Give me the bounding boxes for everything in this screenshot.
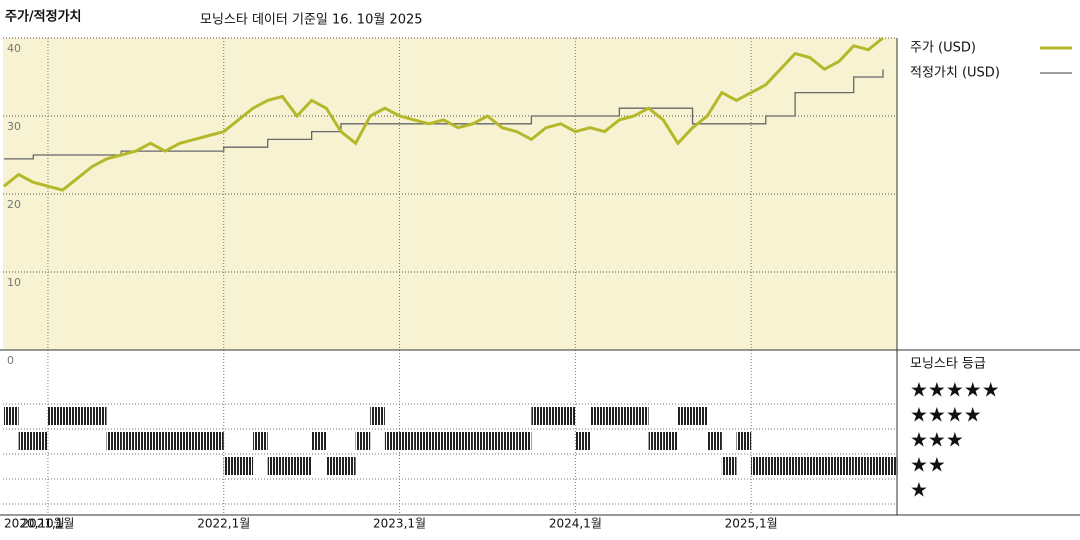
rating-label: ★ [910,478,928,502]
rating-bar [604,407,620,425]
rating-bar [663,432,678,450]
rating-bar [487,432,503,450]
rating-bar [238,457,254,475]
rating-bar [384,432,400,450]
rating-bar [472,432,488,450]
rating-bar [575,432,590,450]
rating-bar [399,432,415,450]
x-tick-label: 2025,1월 [725,517,778,531]
rating-bar [795,457,810,475]
rating-bar [721,457,737,475]
rating-bar [194,432,210,450]
rating-bar [370,407,385,425]
rating-bar [91,407,107,425]
rating-bar [340,457,356,475]
rating-bar [18,432,34,450]
rating-label: ★★★ [910,428,964,452]
y-tick-label: 0 [7,354,14,367]
rating-bar [4,407,19,425]
rating-label: ★★★★★ [910,378,1000,402]
rating-bar [692,407,708,425]
y-tick-label: 40 [7,42,21,55]
rating-bar [824,457,840,475]
x-tick-label: 2023,1월 [373,517,426,531]
rating-bar [458,432,473,450]
rating-bar [809,457,825,475]
rating-bar [633,407,649,425]
rating-bar [414,432,429,450]
rating-bar [297,457,312,475]
rating-bar [736,432,752,450]
rating-bar [311,432,327,450]
rating-bar [121,432,136,450]
rating-bar [209,432,224,450]
rating-bar [106,432,122,450]
legend-label: 적정가치 (USD) [910,66,1000,81]
x-tick-label: 2024,1월 [549,517,602,531]
rating-label: ★★★★ [910,403,982,427]
rating-bar [502,432,517,450]
rating-bar [648,432,664,450]
chart-title: 주가/적정가치 [5,9,82,25]
rating-bar [135,432,151,450]
rating-bar [868,457,883,475]
rating-bar [165,432,180,450]
chart-subtitle: 모닝스타 데이터 기준일 16. 10월 2025 [200,13,423,28]
x-tick-label: 2022,1월 [197,517,250,531]
rating-bar [179,432,195,450]
rating-bar [77,407,92,425]
x-tick-label: 2021,1월 [21,517,74,531]
rating-label: ★★ [910,453,946,477]
rating-bar [546,407,561,425]
rating-bar [33,432,48,450]
rating-bar [765,457,781,475]
rating-bar [428,432,444,450]
rating-bar [619,407,634,425]
rating-bar [780,457,796,475]
rating-bar [531,407,547,425]
rating-bar [707,432,722,450]
rating-bar [516,432,532,450]
rating-bar [282,457,297,475]
legend-label: 주가 (USD) [910,41,976,56]
rating-bar [267,457,283,475]
rating-bar [62,407,78,425]
y-tick-label: 20 [7,198,21,211]
rating-bar [47,407,63,425]
y-tick-label: 10 [7,276,21,289]
rating-bar [751,457,766,475]
rating-bar [443,432,459,450]
rating-bar [560,407,576,425]
rating-bar [883,457,898,475]
rating-bar [223,457,239,475]
rating-bar [853,457,869,475]
rating-bar [150,432,166,450]
rating-bar [355,432,371,450]
rating-title: 모닝스타 등급 [910,357,986,372]
rating-bar [253,432,268,450]
series-line [3,36,884,192]
rating-bar [326,457,341,475]
rating-bar [839,457,854,475]
rating-bar [677,407,693,425]
rating-bar [590,407,605,425]
y-tick-label: 30 [7,120,21,133]
x-tick-label: 2020,10월 [4,517,65,531]
